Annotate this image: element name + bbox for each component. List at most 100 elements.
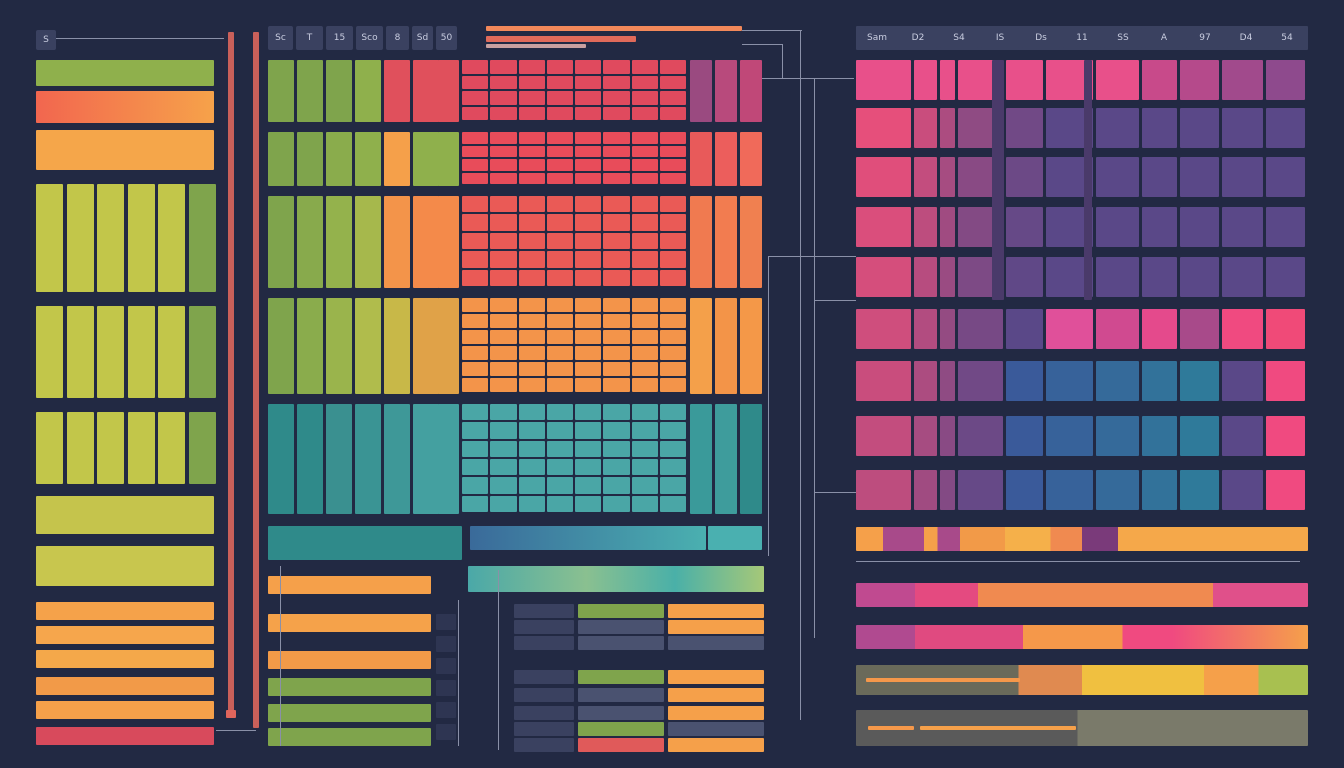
block — [659, 404, 686, 421]
block — [514, 722, 574, 736]
block — [631, 314, 658, 328]
header-cell: 11 — [1063, 28, 1101, 48]
block — [856, 257, 911, 297]
block — [659, 495, 686, 512]
block — [36, 727, 214, 745]
block — [326, 60, 352, 122]
block — [1142, 207, 1177, 247]
block — [97, 184, 124, 292]
block — [940, 207, 955, 247]
block — [226, 710, 236, 718]
block — [575, 232, 602, 250]
block — [631, 298, 658, 312]
connector — [280, 566, 281, 746]
block — [603, 477, 630, 494]
block — [578, 636, 664, 650]
block — [490, 75, 517, 89]
block — [1096, 60, 1139, 100]
block — [462, 106, 489, 120]
block — [355, 196, 381, 288]
block — [659, 314, 686, 328]
header-cell: T — [296, 26, 323, 50]
block — [715, 404, 737, 514]
block — [659, 91, 686, 105]
block — [518, 106, 545, 120]
block — [1180, 108, 1219, 148]
block — [603, 362, 630, 376]
block — [127, 184, 155, 292]
block — [914, 470, 937, 510]
block — [268, 404, 294, 514]
block — [631, 404, 658, 421]
block — [603, 378, 630, 392]
block — [36, 496, 214, 534]
block — [940, 60, 955, 100]
block — [578, 722, 664, 736]
block — [514, 604, 574, 618]
block — [268, 728, 431, 746]
block — [546, 269, 573, 286]
block — [1180, 207, 1219, 247]
block — [518, 440, 545, 457]
block — [436, 636, 456, 652]
block — [326, 196, 352, 288]
block — [603, 346, 630, 360]
block — [36, 650, 214, 668]
block — [268, 678, 431, 696]
block — [228, 32, 234, 718]
block — [462, 298, 489, 312]
block — [603, 404, 630, 421]
block — [268, 704, 431, 722]
block — [575, 330, 602, 344]
block — [462, 477, 489, 494]
block — [462, 422, 489, 439]
block — [856, 527, 1308, 551]
block — [355, 132, 381, 186]
block — [1180, 309, 1219, 349]
block — [668, 670, 764, 684]
block — [490, 159, 517, 171]
header-cell: 97 — [1186, 28, 1224, 48]
block — [603, 132, 630, 144]
block — [940, 470, 955, 510]
block — [490, 495, 517, 512]
block — [518, 269, 545, 286]
block — [1222, 309, 1263, 349]
block — [518, 314, 545, 328]
block — [603, 459, 630, 476]
block — [631, 330, 658, 344]
block — [631, 232, 658, 250]
block — [1266, 361, 1305, 401]
header-cell: Sco — [356, 26, 383, 50]
block — [631, 214, 658, 231]
block — [490, 298, 517, 312]
block — [518, 477, 545, 494]
block — [1142, 416, 1177, 456]
block — [631, 251, 658, 268]
block — [413, 298, 439, 394]
block — [1180, 257, 1219, 297]
block — [631, 196, 658, 213]
block — [514, 636, 574, 650]
block — [518, 298, 545, 312]
block — [462, 440, 489, 457]
block — [914, 361, 937, 401]
block — [1222, 108, 1263, 148]
block — [914, 309, 937, 349]
block — [631, 60, 658, 74]
block — [486, 36, 636, 42]
block — [326, 298, 352, 394]
block — [490, 172, 517, 184]
block — [631, 477, 658, 494]
block — [1266, 416, 1305, 456]
block — [518, 495, 545, 512]
block — [690, 298, 712, 394]
block — [158, 412, 185, 484]
block — [690, 404, 712, 514]
block — [659, 440, 686, 457]
block — [856, 416, 911, 456]
block — [603, 495, 630, 512]
block — [1006, 207, 1043, 247]
block — [546, 60, 573, 74]
